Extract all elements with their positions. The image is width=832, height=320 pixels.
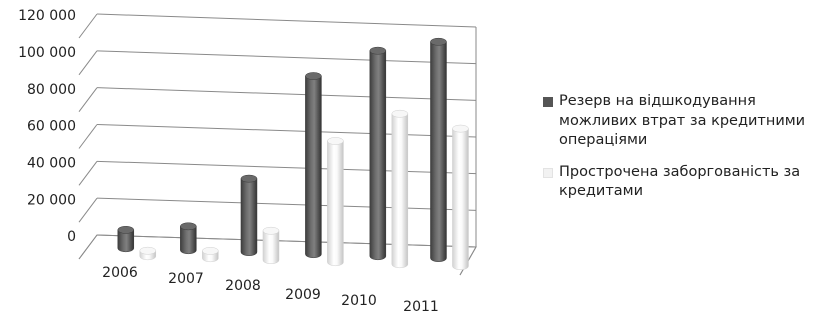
bar-body	[305, 75, 322, 259]
bar-top	[369, 46, 387, 55]
bar-top	[305, 72, 322, 80]
back-gridline	[96, 87, 477, 101]
bar-reserve	[305, 72, 322, 259]
bar-overdue	[452, 124, 469, 270]
bar-overdue	[202, 247, 219, 263]
legend-label-overdue: Прострочена заборгованість за кредитами	[559, 163, 801, 200]
bars-group	[117, 37, 469, 270]
x-tick-label: 2010	[341, 293, 377, 309]
back-gridline	[96, 160, 477, 175]
back-gridline	[96, 234, 477, 248]
bar-overdue	[391, 109, 409, 269]
bar-body	[117, 229, 135, 253]
x-tick-label: 2006	[102, 265, 138, 281]
x-tick-label: 2011	[403, 299, 439, 315]
legend-item-overdue: Прострочена заборгованість за кредитами	[543, 163, 831, 202]
side-gridline	[78, 161, 98, 186]
bar-top	[139, 246, 157, 255]
bar-body	[327, 140, 344, 267]
legend: Резерв на відшкодування можливих втрат з…	[543, 92, 831, 214]
legend-swatch-reserve	[543, 97, 553, 107]
bar-top	[202, 247, 219, 255]
side-gridline	[78, 234, 98, 260]
x-axis-labels: 2006 2007 2008 2009 2010 2011	[102, 265, 439, 315]
bar-reserve	[430, 37, 447, 262]
bar-overdue	[139, 246, 157, 261]
bar-top	[262, 226, 280, 235]
bar-reserve	[117, 226, 135, 253]
y-tick-label: 120 000	[18, 8, 76, 24]
bar-body	[240, 178, 258, 256]
bar-body	[180, 226, 197, 255]
bar-top	[117, 226, 135, 234]
bar-body	[369, 50, 387, 261]
bar-top	[391, 109, 409, 118]
x-tick-label: 2007	[168, 271, 204, 287]
bar-body	[430, 41, 447, 262]
y-axis-labels: 0 20 000 40 000 60 000 80 000 100 000 120 000	[18, 8, 76, 245]
side-gridline	[78, 124, 98, 149]
side-gridline	[78, 87, 98, 112]
legend-item-reserve: Резерв на відшкодування можливих втрат з…	[543, 92, 831, 151]
y-tick-label: 100 000	[18, 45, 76, 61]
back-gridline	[96, 124, 477, 138]
bar-top	[180, 222, 197, 231]
side-gridline	[78, 197, 98, 223]
grid-lines	[78, 13, 477, 260]
bar-reserve	[240, 174, 258, 256]
y-tick-label: 60 000	[27, 119, 76, 135]
back-gridline	[96, 197, 477, 211]
side-gridline	[78, 50, 98, 76]
bar-body	[262, 230, 280, 264]
bar-top	[430, 37, 447, 46]
bar-reserve	[180, 222, 197, 255]
y-tick-label: 80 000	[27, 82, 76, 98]
bar-top	[452, 124, 469, 133]
x-tick-label: 2008	[225, 278, 261, 294]
x-tick-label: 2009	[285, 287, 321, 303]
bar-top	[327, 137, 344, 145]
back-gridline	[96, 50, 477, 65]
bar-body	[391, 113, 409, 269]
bar-reserve	[369, 46, 387, 261]
y-tick-label: 20 000	[27, 192, 76, 208]
bar-overdue	[327, 137, 344, 267]
back-gridline	[96, 13, 477, 28]
bar-overdue	[262, 226, 280, 264]
y-tick-label: 40 000	[27, 156, 76, 172]
y-tick-label: 0	[67, 229, 76, 245]
side-gridline	[78, 13, 98, 39]
legend-label-reserve: Резерв на відшкодування можливих втрат з…	[559, 93, 806, 148]
bar-top	[240, 174, 258, 183]
legend-swatch-overdue	[543, 167, 553, 178]
bar-body	[452, 128, 469, 270]
